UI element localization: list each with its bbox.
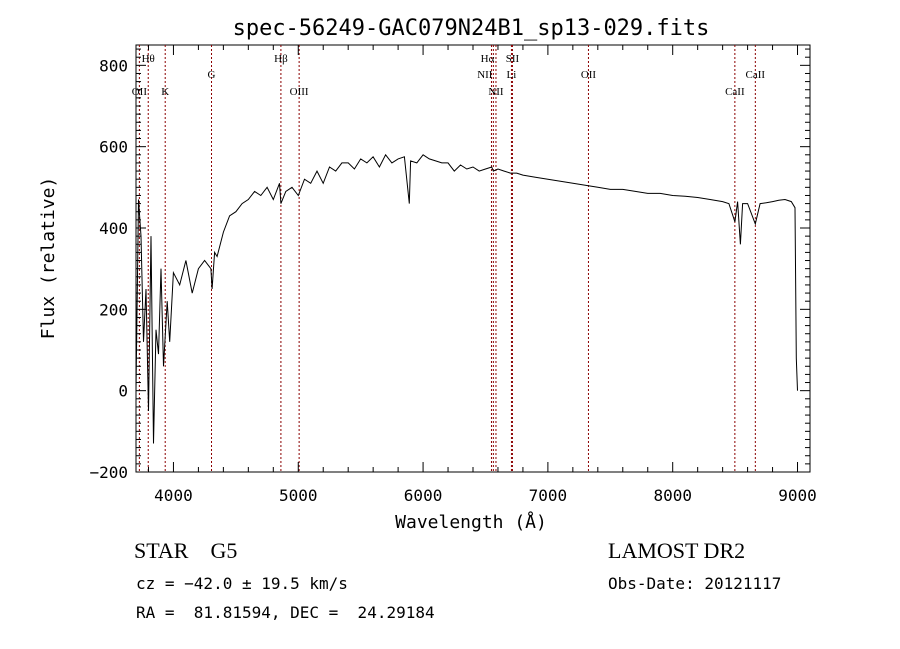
x-tick-label: 6000 [404, 486, 443, 505]
spectral-line-label: G [208, 69, 216, 81]
spectral-line-label: Hβ [274, 53, 288, 65]
y-tick-label: 400 [99, 219, 128, 238]
x-tick-label: 9000 [778, 486, 817, 505]
x-axis-label: Wavelength (Å) [395, 511, 547, 533]
y-axis-label: Flux (relative) [38, 177, 59, 340]
spectral-line-label: Hθ [142, 53, 155, 65]
spectral-line-label: NII [477, 69, 493, 81]
x-tick-label: 5000 [279, 486, 318, 505]
spectral-line-label: OIII [290, 86, 309, 98]
y-tick-label: −200 [89, 463, 128, 482]
coordinates-text: RA = 81.81594, DEC = 24.29184 [136, 603, 435, 622]
spectral-line-label: NII [488, 86, 504, 98]
y-tick-label: 800 [99, 56, 128, 75]
spectral-line-label: SII [506, 53, 520, 65]
spectral-line-label: OII [132, 86, 148, 98]
x-tick-label: 4000 [154, 486, 193, 505]
redshift-velocity-text: cz = −42.0 ± 19.5 km/s [136, 574, 348, 593]
spectral-line-label: CaII [746, 69, 766, 81]
spectrum-line [135, 153, 798, 444]
y-tick-label: 200 [99, 300, 128, 319]
spectral-line-label: Li [507, 69, 517, 81]
spectral-line-label: K [161, 86, 169, 98]
chart-title: spec-56249-GAC079N24B1_sp13-029.fits [233, 16, 710, 41]
spectral-line-label: Hα [481, 53, 495, 65]
object-class-label: STAR G5 [134, 538, 238, 563]
spectral-line-label: CaII [725, 86, 745, 98]
spectral-line-label: OII [581, 69, 597, 81]
y-tick-label: 600 [99, 138, 128, 157]
plot-frame [135, 44, 811, 473]
x-tick-label: 8000 [653, 486, 692, 505]
observation-date-text: Obs-Date: 20121117 [608, 574, 782, 593]
survey-label: LAMOST DR2 [608, 538, 746, 563]
y-tick-label: 0 [118, 382, 128, 401]
x-tick-label: 7000 [529, 486, 568, 505]
axis-ticks-layer: 4000 5000 6000 7000 8000 9000 −200 0 200 400 600 80… [89, 45, 817, 505]
